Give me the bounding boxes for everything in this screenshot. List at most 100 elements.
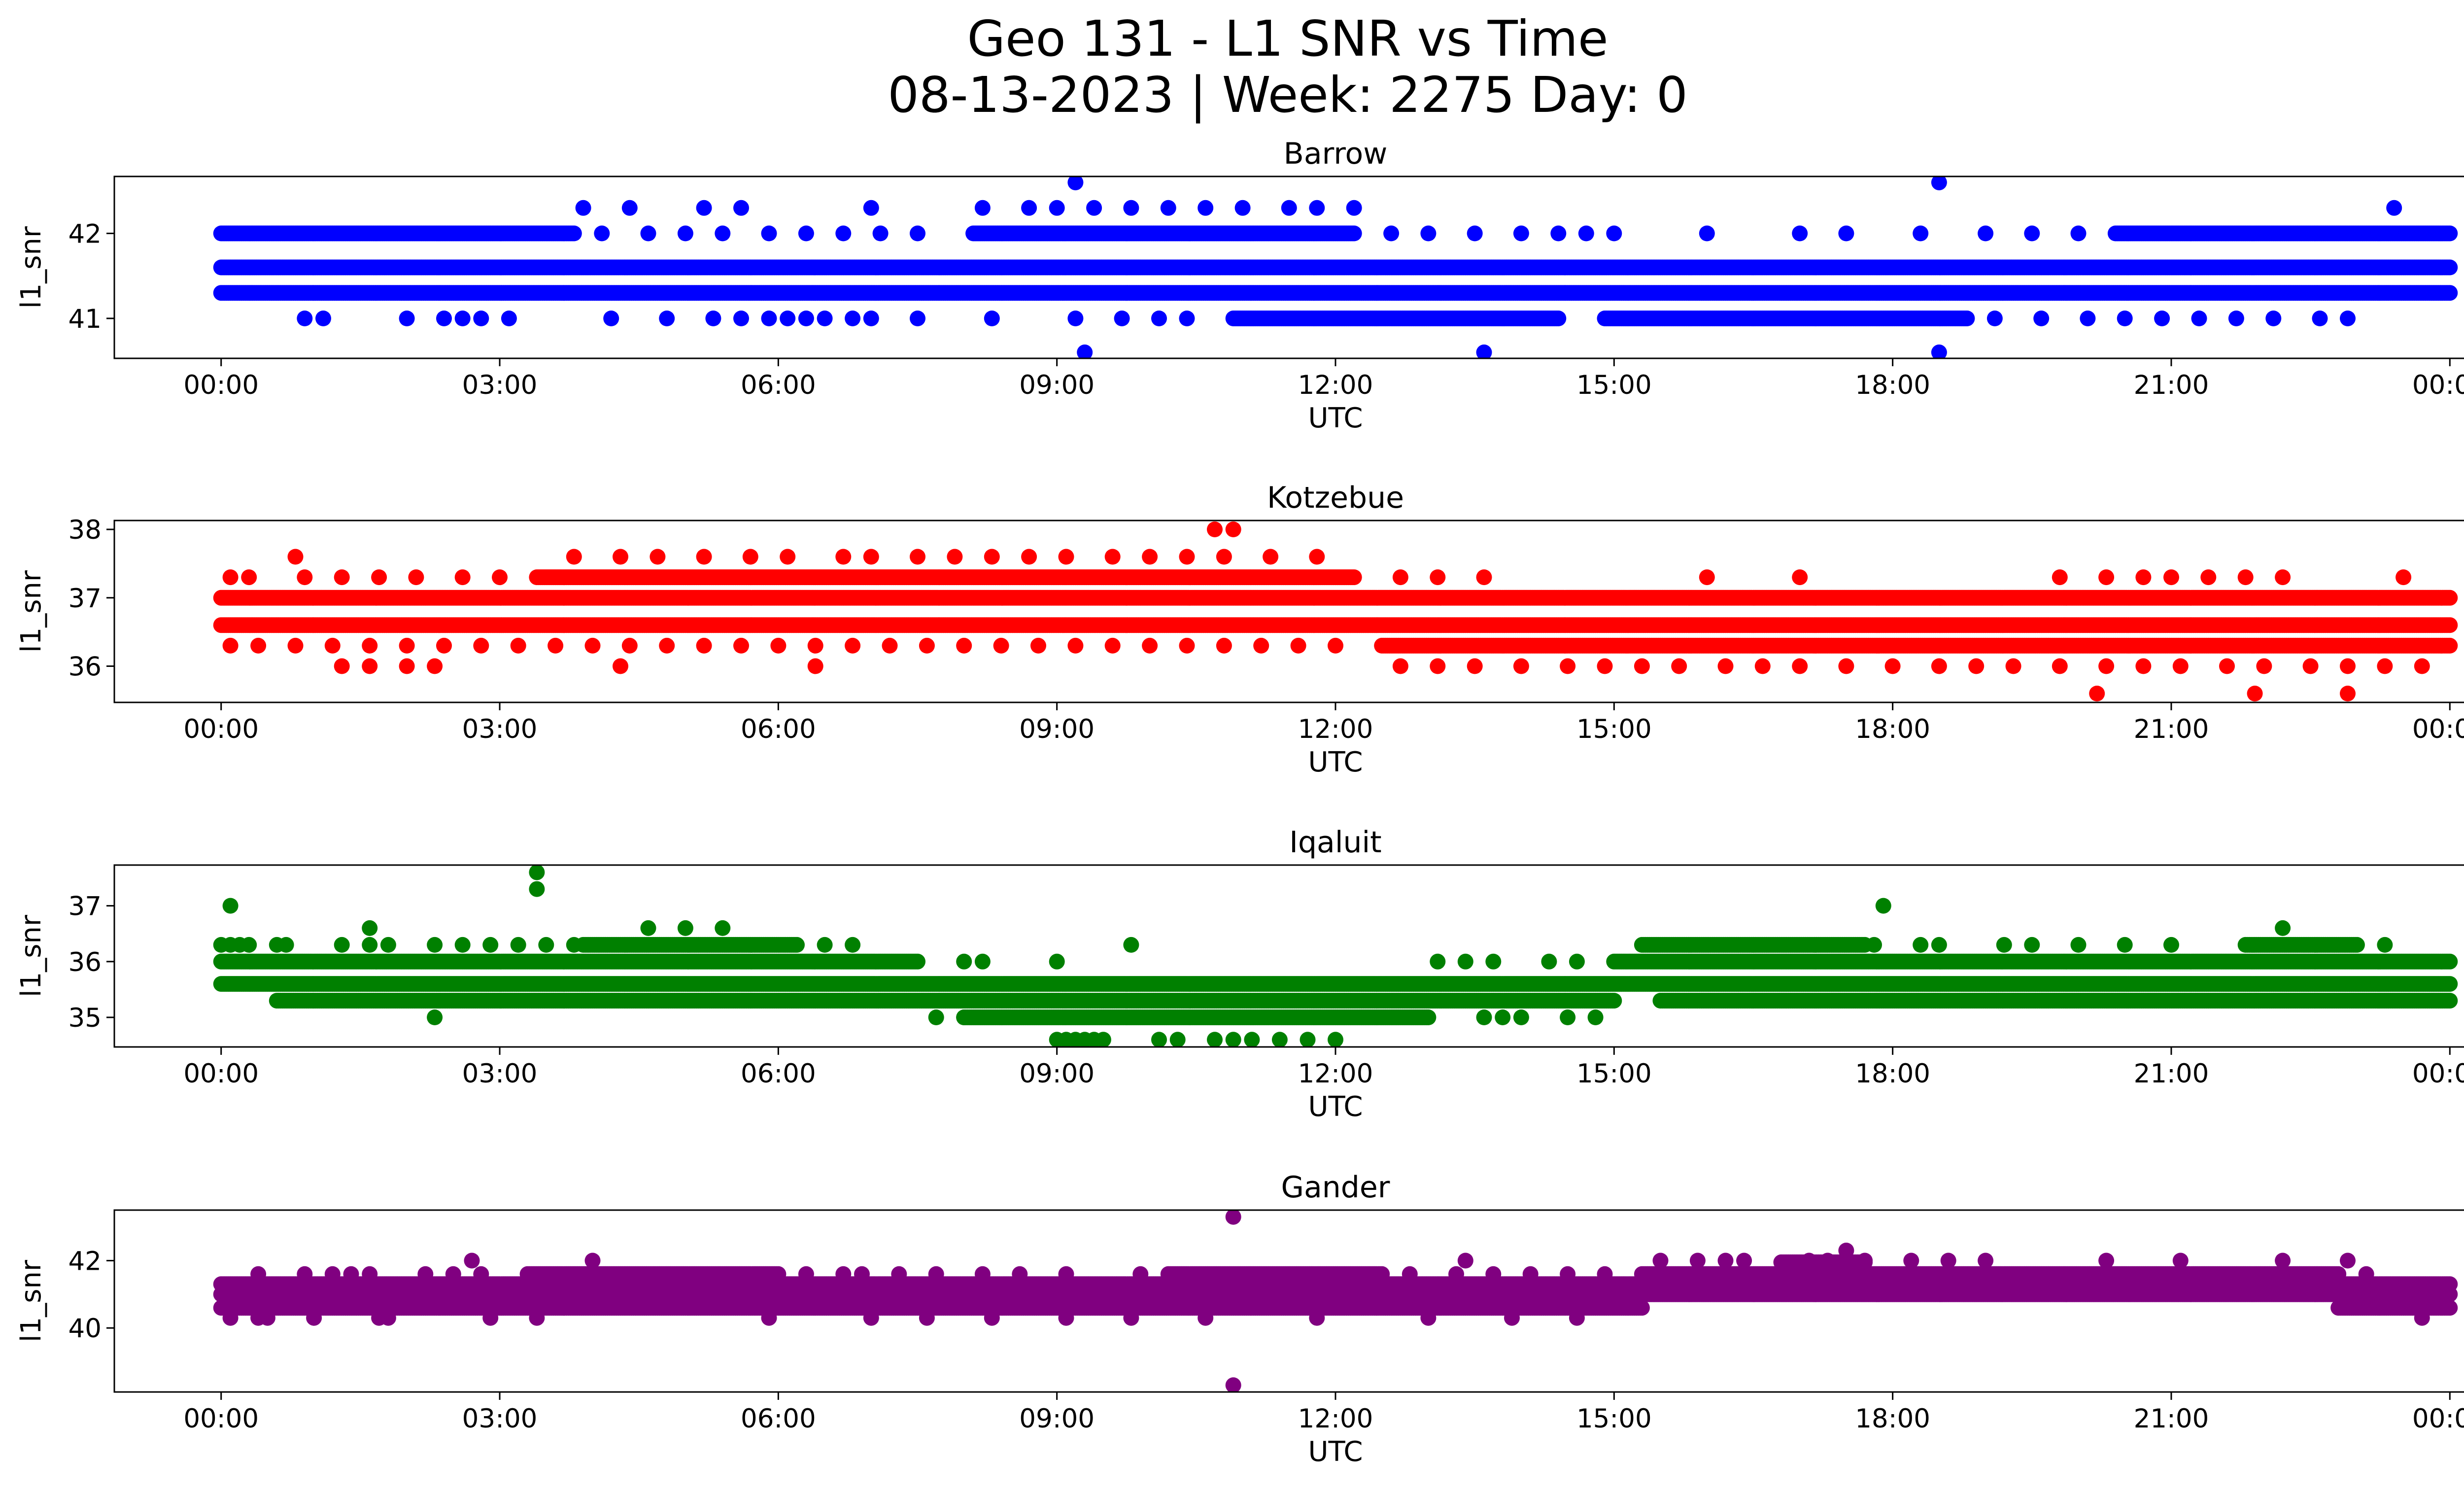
data-point bbox=[984, 311, 1000, 326]
data-point bbox=[1179, 311, 1195, 326]
data-point bbox=[1792, 225, 1808, 242]
data-point bbox=[2024, 225, 2040, 242]
data-point bbox=[677, 225, 693, 242]
data-point bbox=[1281, 200, 1297, 216]
data-point bbox=[798, 225, 814, 242]
data-point bbox=[640, 225, 656, 242]
data-point bbox=[1838, 225, 1854, 242]
data-point bbox=[1467, 225, 1483, 242]
scatter-series bbox=[213, 176, 2458, 358]
data-point bbox=[1114, 311, 1130, 326]
data-point bbox=[297, 311, 313, 326]
data-point bbox=[594, 225, 610, 242]
data-point bbox=[1346, 225, 1362, 242]
x-tick-label: 18:00 bbox=[1855, 370, 1930, 400]
x-axis-label: UTC bbox=[1308, 402, 1363, 434]
data-point bbox=[399, 311, 415, 326]
data-point bbox=[1959, 311, 1975, 326]
data-point bbox=[715, 225, 731, 242]
data-point bbox=[2442, 285, 2458, 301]
data-point bbox=[1913, 225, 1929, 242]
data-point bbox=[473, 311, 489, 326]
data-point bbox=[705, 311, 721, 326]
data-point bbox=[761, 225, 777, 242]
data-point bbox=[2228, 311, 2244, 326]
figure-title-block: Geo 131 - L1 SNR vs Time 08-13-2023 | We… bbox=[0, 11, 2464, 123]
y-tick-label: 42 bbox=[68, 219, 102, 249]
data-point bbox=[566, 225, 582, 242]
figure-subtitle: 08-13-2023 | Week: 2275 Day: 0 bbox=[888, 66, 1688, 124]
x-tick-label: 03:00 bbox=[462, 370, 538, 400]
data-point bbox=[1699, 225, 1715, 242]
data-point bbox=[659, 311, 675, 326]
data-point bbox=[1234, 200, 1251, 216]
data-point bbox=[2070, 225, 2087, 242]
data-point bbox=[863, 200, 879, 216]
data-point bbox=[1346, 200, 1362, 216]
data-point bbox=[733, 200, 749, 216]
data-point bbox=[2080, 311, 2096, 326]
x-tick-label: 09:00 bbox=[1019, 370, 1095, 400]
data-point bbox=[621, 200, 638, 216]
data-point bbox=[315, 311, 331, 326]
data-point bbox=[1198, 200, 1214, 216]
data-point bbox=[1383, 225, 1400, 242]
data-point bbox=[1420, 225, 1437, 242]
x-tick-label: 21:00 bbox=[2134, 370, 2209, 400]
panel-title: Kotzebue bbox=[1267, 481, 1404, 515]
data-point bbox=[817, 311, 833, 326]
data-point bbox=[2386, 200, 2402, 216]
data-point bbox=[1049, 200, 1065, 216]
data-point bbox=[436, 311, 452, 326]
x-tick-label: 00:00 bbox=[2412, 370, 2464, 400]
x-tick-label: 15:00 bbox=[1576, 370, 1652, 400]
data-point bbox=[1513, 225, 1529, 242]
data-point bbox=[696, 200, 712, 216]
x-tick-label: 12:00 bbox=[1298, 370, 1373, 400]
x-tick-label: 06:00 bbox=[741, 370, 816, 400]
data-point bbox=[2117, 311, 2133, 326]
data-point bbox=[733, 311, 749, 326]
data-point bbox=[780, 311, 796, 326]
data-point bbox=[1086, 200, 1102, 216]
data-point bbox=[1550, 311, 1567, 326]
data-point bbox=[1123, 200, 1139, 216]
y-axis-label: l1_snr bbox=[15, 226, 47, 309]
data-point bbox=[761, 311, 777, 326]
data-point bbox=[1978, 225, 1994, 242]
scatter-series bbox=[213, 522, 2458, 701]
data-point bbox=[575, 200, 591, 216]
data-point bbox=[798, 311, 814, 326]
data-point bbox=[1151, 311, 1167, 326]
data-point bbox=[2154, 311, 2170, 326]
data-point bbox=[1550, 225, 1567, 242]
data-point bbox=[2442, 590, 2458, 606]
data-point bbox=[501, 311, 517, 326]
data-point bbox=[2033, 311, 2050, 326]
data-point bbox=[1021, 200, 1037, 216]
y-tick-label: 41 bbox=[68, 304, 102, 334]
data-point bbox=[863, 311, 879, 326]
data-point bbox=[1160, 200, 1176, 216]
data-point bbox=[454, 311, 471, 326]
data-point bbox=[603, 311, 619, 326]
data-point bbox=[974, 200, 991, 216]
data-point bbox=[2442, 259, 2458, 276]
data-point bbox=[835, 225, 852, 242]
x-tick-label: 00:00 bbox=[183, 370, 259, 400]
data-point bbox=[2191, 311, 2207, 326]
panel-title: Barrow bbox=[1284, 137, 1388, 171]
data-point bbox=[1309, 200, 1325, 216]
data-point bbox=[1606, 225, 1622, 242]
panel-barrow: Barrow 00:00 03:00 06:00 09:00 12:00 15:00 18:0… bbox=[15, 137, 2464, 434]
data-point bbox=[1578, 225, 1594, 242]
data-point bbox=[910, 225, 925, 242]
data-point bbox=[2312, 311, 2328, 326]
data-point bbox=[1067, 311, 1084, 326]
data-point bbox=[2340, 311, 2356, 326]
data-point bbox=[872, 225, 889, 242]
data-point bbox=[1986, 311, 2003, 326]
data-point bbox=[845, 311, 861, 326]
